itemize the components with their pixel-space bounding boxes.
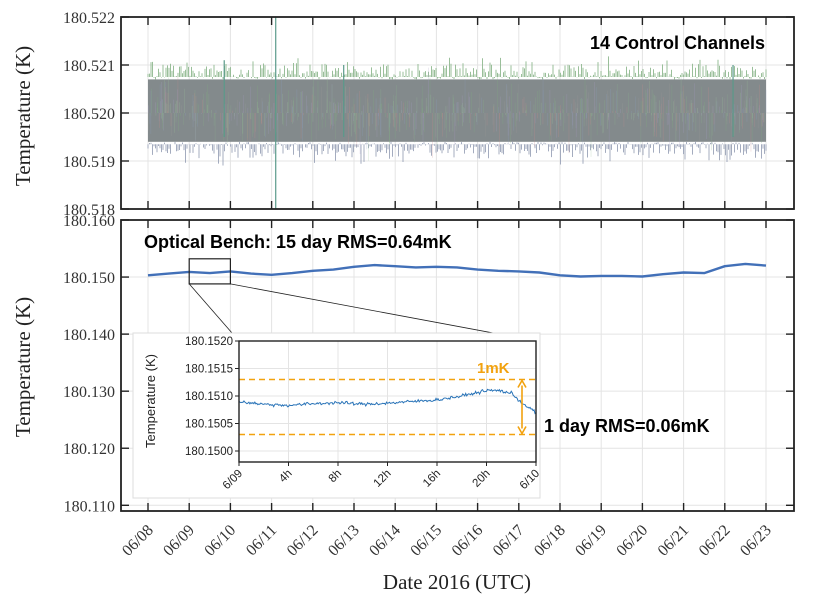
span-annotation: 1mK (477, 360, 510, 377)
top-y-axis-label: Temperature (K) (11, 46, 35, 186)
bottom-y-tick-label: 180.160 (63, 213, 115, 230)
optical-bench-line (147, 262, 767, 278)
top-y-tick-label: 180.521 (63, 58, 115, 75)
inset: 6/09 4h 8h 12h 16h 20h 6/10 180.1500180.150518… (132, 332, 542, 499)
top-y-tick-label: 180.519 (63, 154, 115, 171)
control-channels-upper-noise (147, 56, 767, 80)
x-tick-label: 06/21 (655, 522, 693, 560)
x-tick-label: 06/16 (449, 522, 487, 560)
top-panel: 180.518 180.519 180.520 180.521 180.522 14 C… (11, 10, 795, 219)
x-tick-label: 06/09 (160, 522, 198, 560)
bottom-y-tick-label: 180.150 (63, 270, 115, 287)
x-tick-label: 06/18 (531, 522, 569, 560)
x-tick-label: 06/11 (243, 522, 280, 559)
span-arrow-head-down (517, 426, 527, 436)
bottom-y-tick-label: 180.120 (63, 441, 115, 458)
inset-y-tick-label: 180.1520 (185, 336, 233, 348)
zoom-box (188, 258, 231, 285)
top-y-tick-label: 180.522 (63, 10, 115, 27)
x-tick-label: 06/20 (613, 522, 651, 560)
x-tick-label: 06/08 (119, 522, 157, 560)
top-panel-title: 14 Control Channels (590, 33, 765, 53)
bottom-y-tick-label: 180.110 (64, 498, 115, 515)
control-channels-lower-noise (147, 141, 767, 166)
zoom-connector-line (188, 283, 240, 342)
inset-1day-line (238, 388, 537, 415)
bottom-panel-title: Optical Bench: 15 day RMS=0.64mK (144, 232, 452, 252)
top-y-tick-label: 180.518 (63, 202, 115, 219)
inset-y-tick-label: 180.1515 (185, 364, 233, 376)
x-tick-label: 06/15 (407, 522, 445, 560)
inset-y-tick-label: 180.1500 (185, 446, 233, 458)
inset-y-tick-label: 180.1505 (185, 419, 233, 431)
x-tick-label: 06/23 (737, 522, 775, 560)
inset-background (132, 332, 541, 499)
zoom-connector-line (230, 283, 537, 342)
inset-y-axis-label: Temperature (K) (143, 354, 158, 448)
x-tick-label: 06/22 (696, 522, 734, 560)
x-tick-label: 06/12 (284, 522, 322, 560)
x-tick-label: 06/10 (201, 522, 239, 560)
span-arrow-head-up (517, 378, 527, 388)
rms-annotation: 1 day RMS=0.06mK (544, 416, 710, 436)
control-channels-band (148, 79, 766, 142)
top-y-tick-label: 180.520 (63, 106, 115, 123)
x-tick-label: 06/19 (572, 522, 610, 560)
bottom-y-tick-label: 180.130 (63, 384, 115, 401)
bottom-y-tick-label: 180.140 (63, 327, 115, 344)
bottom-plot-frame (120, 219, 795, 512)
x-tick-label: 06/13 (325, 522, 363, 560)
x-tick-label: 06/14 (366, 522, 404, 560)
x-axis-label: Date 2016 (UTC) (383, 570, 531, 594)
x-tick-label: 06/17 (490, 522, 528, 560)
bottom-y-axis-label: Temperature (K) (11, 297, 35, 437)
inset-y-tick-label: 180.1510 (185, 391, 233, 403)
